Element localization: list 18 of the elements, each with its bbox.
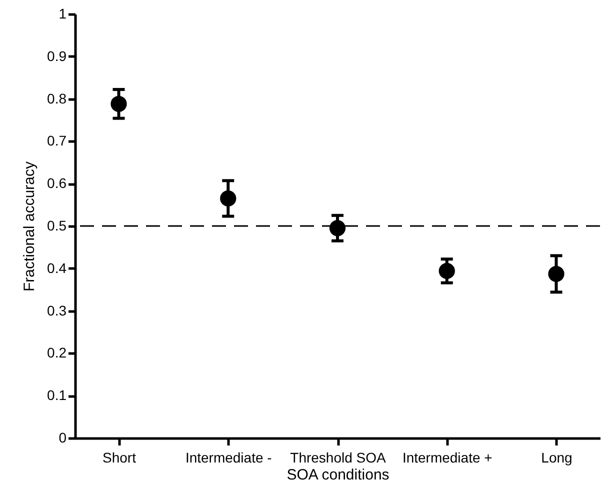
x-tick-label: Long — [541, 450, 572, 466]
y-axis-title: Fractional accuracy — [21, 160, 38, 292]
x-tick-label: Intermediate + — [402, 450, 492, 466]
x-tick-label: Intermediate - — [185, 450, 272, 466]
x-axis-title: SOA conditions — [286, 466, 390, 484]
y-tick-label: 0.6 — [47, 175, 67, 192]
y-tick-label: 0 — [58, 430, 67, 446]
y-tick-label: 0.9 — [47, 48, 67, 64]
y-tick-label: 0.7 — [47, 132, 67, 149]
y-tick-label: 0.5 — [47, 218, 67, 234]
y-tick-label: 0.4 — [47, 260, 67, 276]
y-tick-label: 0.2 — [47, 344, 67, 361]
y-tick-label: 0.3 — [47, 302, 67, 318]
y-tick-label: 0.8 — [47, 90, 67, 106]
x-tick-label: Threshold SOA — [290, 450, 387, 466]
y-tick-label: 1 — [58, 6, 67, 22]
x-tick-label: Short — [102, 450, 136, 466]
y-tick-label: 0.1 — [47, 387, 67, 404]
